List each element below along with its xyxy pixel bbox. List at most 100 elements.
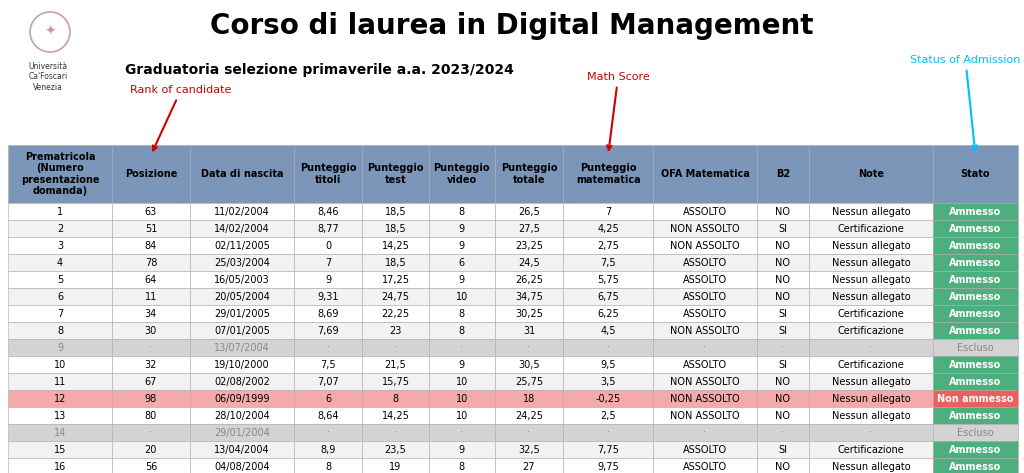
- Text: Punteggio
test: Punteggio test: [368, 163, 424, 185]
- Text: Ammesso: Ammesso: [949, 224, 1001, 234]
- Bar: [8, 145, 112, 203]
- Bar: [8, 271, 112, 288]
- Text: 2,5: 2,5: [600, 411, 615, 420]
- Bar: [563, 254, 653, 271]
- Text: 7: 7: [57, 308, 63, 318]
- Bar: [362, 203, 428, 220]
- Text: ·: ·: [460, 342, 463, 352]
- Text: ·: ·: [781, 428, 784, 438]
- Text: 26,5: 26,5: [518, 207, 540, 217]
- Text: -0,25: -0,25: [596, 394, 621, 403]
- Bar: [933, 254, 1018, 271]
- Bar: [294, 390, 362, 407]
- Text: OFA Matematica: OFA Matematica: [660, 169, 750, 179]
- Bar: [933, 458, 1018, 473]
- Bar: [112, 220, 189, 237]
- Text: Ammesso: Ammesso: [949, 274, 1001, 284]
- Text: 5: 5: [57, 274, 63, 284]
- Bar: [428, 390, 495, 407]
- Text: 8,77: 8,77: [317, 224, 339, 234]
- Text: 13/04/2004: 13/04/2004: [214, 445, 269, 455]
- Bar: [189, 458, 294, 473]
- Text: 27,5: 27,5: [518, 224, 540, 234]
- Bar: [294, 145, 362, 203]
- Text: NO: NO: [775, 240, 791, 251]
- Text: 32: 32: [144, 359, 157, 369]
- Bar: [757, 407, 809, 424]
- Bar: [112, 322, 189, 339]
- Bar: [933, 424, 1018, 441]
- Bar: [653, 424, 757, 441]
- Bar: [8, 237, 112, 254]
- Bar: [112, 237, 189, 254]
- Text: ·: ·: [327, 342, 330, 352]
- Bar: [653, 237, 757, 254]
- Text: Ammesso: Ammesso: [949, 325, 1001, 335]
- Text: Rank of candidate: Rank of candidate: [130, 85, 231, 150]
- Text: 8: 8: [459, 308, 465, 318]
- Text: 18,5: 18,5: [385, 207, 407, 217]
- Bar: [809, 254, 933, 271]
- Text: NON ASSOLTO: NON ASSOLTO: [670, 394, 739, 403]
- Text: 14: 14: [54, 428, 67, 438]
- Bar: [653, 322, 757, 339]
- Bar: [428, 254, 495, 271]
- Bar: [189, 237, 294, 254]
- Text: Nessun allegato: Nessun allegato: [831, 240, 910, 251]
- Bar: [563, 441, 653, 458]
- Text: NON ASSOLTO: NON ASSOLTO: [670, 325, 739, 335]
- Bar: [653, 339, 757, 356]
- Text: 7,07: 7,07: [317, 377, 339, 386]
- Text: 98: 98: [144, 394, 157, 403]
- Bar: [112, 271, 189, 288]
- Text: ASSOLTO: ASSOLTO: [683, 257, 727, 268]
- Bar: [428, 237, 495, 254]
- Text: 24,75: 24,75: [382, 291, 410, 301]
- Text: 31: 31: [523, 325, 536, 335]
- Text: ·: ·: [150, 342, 153, 352]
- Text: ·: ·: [869, 428, 872, 438]
- Text: 27: 27: [522, 462, 536, 472]
- Bar: [757, 322, 809, 339]
- Bar: [112, 203, 189, 220]
- Bar: [495, 288, 563, 305]
- Bar: [112, 288, 189, 305]
- Bar: [112, 356, 189, 373]
- Text: 24,5: 24,5: [518, 257, 540, 268]
- Text: Nessun allegato: Nessun allegato: [831, 411, 910, 420]
- Bar: [653, 390, 757, 407]
- Text: 07/01/2005: 07/01/2005: [214, 325, 270, 335]
- Bar: [8, 424, 112, 441]
- Text: 8: 8: [459, 462, 465, 472]
- Text: 6: 6: [57, 291, 63, 301]
- Text: Punteggio
titoli: Punteggio titoli: [300, 163, 356, 185]
- Bar: [428, 305, 495, 322]
- Text: Nessun allegato: Nessun allegato: [831, 394, 910, 403]
- Text: Non ammesso: Non ammesso: [937, 394, 1014, 403]
- Text: ASSOLTO: ASSOLTO: [683, 207, 727, 217]
- Bar: [189, 441, 294, 458]
- Bar: [809, 390, 933, 407]
- Bar: [112, 424, 189, 441]
- Bar: [563, 339, 653, 356]
- Text: 9,31: 9,31: [317, 291, 339, 301]
- Bar: [809, 373, 933, 390]
- Bar: [495, 305, 563, 322]
- Text: NO: NO: [775, 462, 791, 472]
- Text: Nessun allegato: Nessun allegato: [831, 207, 910, 217]
- Bar: [428, 339, 495, 356]
- Text: 15,75: 15,75: [382, 377, 410, 386]
- Text: 30,5: 30,5: [518, 359, 540, 369]
- Text: 29/01/2004: 29/01/2004: [214, 428, 269, 438]
- Bar: [294, 407, 362, 424]
- Text: 9: 9: [459, 224, 465, 234]
- Bar: [809, 237, 933, 254]
- Text: ·: ·: [460, 428, 463, 438]
- Bar: [8, 356, 112, 373]
- Text: Ammesso: Ammesso: [949, 445, 1001, 455]
- Bar: [294, 271, 362, 288]
- Text: Ammesso: Ammesso: [949, 257, 1001, 268]
- Bar: [362, 356, 428, 373]
- Bar: [495, 254, 563, 271]
- Bar: [495, 373, 563, 390]
